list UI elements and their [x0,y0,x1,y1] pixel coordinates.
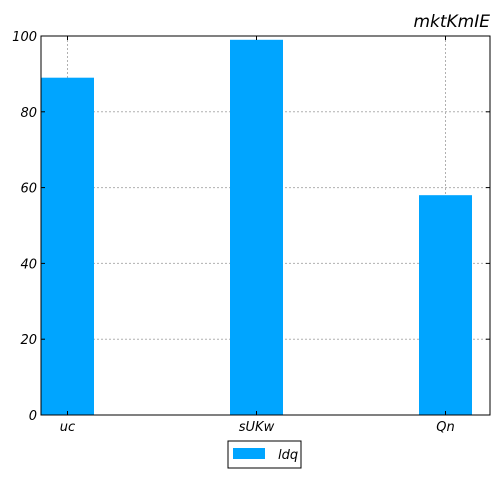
x-tick-label: uc [60,420,75,435]
chart-title: mktKmIE [413,12,490,32]
legend: ldq [227,440,302,469]
bar-uc [41,77,94,415]
x-tick-label: Qn [436,420,454,435]
legend-label-ldq: ldq [278,448,298,463]
y-tick-label: 20 [20,333,37,348]
y-tick-label: 0 [29,409,37,424]
legend-swatch-ldq [233,448,265,459]
bar-Qn [419,195,472,415]
y-tick-label: 40 [20,257,37,272]
bars [41,39,472,415]
y-tick-label: 100 [12,30,37,45]
y-tick-label: 80 [20,106,37,121]
bar-sUKw [230,39,283,415]
y-tick-label: 60 [20,182,37,197]
plot-frame [40,35,491,416]
axis-ticks: 0 20 40 60 80 100 uc sUKw Qn [12,30,490,435]
x-tick-label: sUKw [239,420,275,435]
